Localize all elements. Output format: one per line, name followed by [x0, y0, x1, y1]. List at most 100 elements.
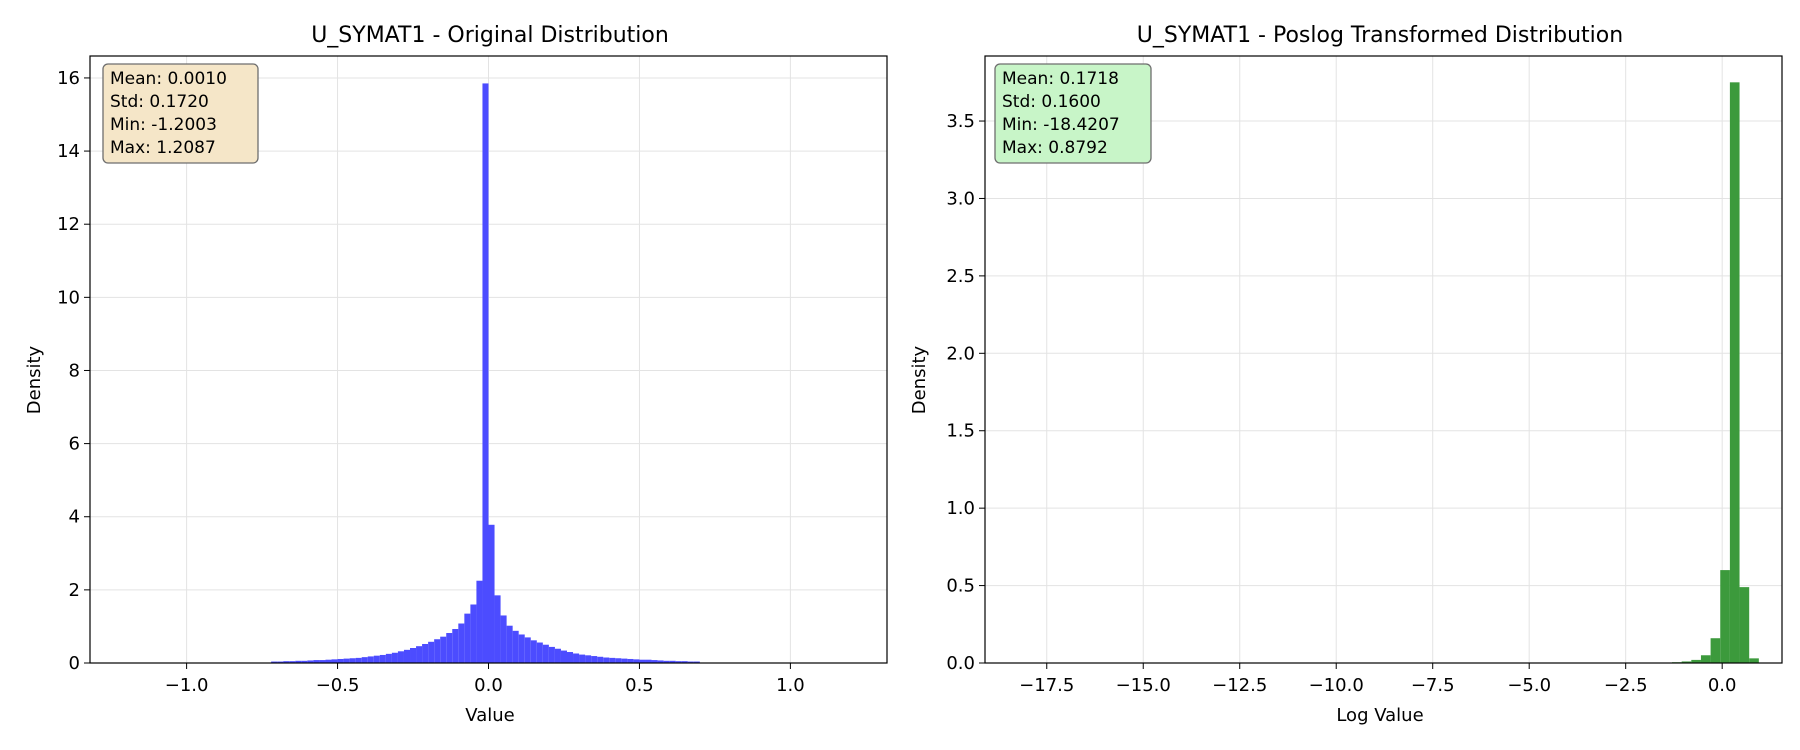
histogram-bar	[1710, 638, 1721, 663]
y-tick-label: 3.5	[946, 111, 975, 132]
stat-std: Std: 0.1600	[1002, 92, 1101, 112]
histogram-bar	[319, 660, 326, 663]
histogram-bar	[609, 657, 616, 663]
stat-max: Max: 1.2087	[110, 138, 216, 158]
histogram-bar	[639, 659, 646, 663]
histogram-bar	[500, 615, 507, 663]
histogram-bar	[391, 652, 398, 663]
histogram-bar	[1691, 659, 1701, 663]
histogram-bar	[591, 656, 598, 663]
x-tick-label: −1.0	[165, 675, 209, 696]
histogram-bar	[428, 641, 435, 663]
histogram-bar	[524, 637, 531, 663]
histogram-bar	[657, 660, 664, 663]
y-tick-label: 4	[69, 507, 80, 528]
histogram-bar	[1729, 82, 1740, 664]
histogram-bar	[1739, 587, 1750, 663]
histogram-bar	[397, 651, 404, 663]
y-tick-label: 1.0	[946, 498, 975, 519]
stat-mean: Mean: 0.1718	[1002, 69, 1119, 89]
x-tick-label: −17.5	[1019, 675, 1074, 696]
stat-std: Std: 0.1720	[110, 92, 209, 112]
histogram-bar	[687, 661, 694, 663]
y-tick-label: 0.0	[946, 653, 975, 674]
histogram-bar	[373, 655, 380, 663]
histogram-bar	[295, 660, 302, 663]
histogram-bar	[422, 643, 429, 663]
y-tick-label: 0.5	[946, 576, 975, 597]
y-tick-label: 2.5	[946, 266, 975, 287]
histogram-bar	[452, 628, 459, 663]
histogram-bar	[573, 653, 580, 663]
stat-min: Min: -18.4207	[1002, 115, 1120, 135]
y-ticks: 0.0 0.5 1.0 1.5 2.0 2.5 3.0 3.5	[946, 111, 985, 674]
histogram-bar	[512, 630, 519, 663]
x-tick-label: −5.0	[1507, 675, 1551, 696]
histogram-bar	[385, 653, 392, 663]
x-tick-label: 0.0	[474, 675, 503, 696]
histogram-bar	[440, 636, 447, 663]
histogram-bar	[446, 633, 453, 663]
y-tick-label: 14	[57, 141, 80, 162]
y-tick-label: 1.5	[946, 421, 975, 442]
histogram-bar	[482, 83, 489, 664]
y-tick-label: 2	[69, 580, 80, 601]
y-tick-label: 12	[57, 214, 80, 235]
histogram-bar	[470, 604, 477, 663]
x-tick-label: 1.0	[776, 675, 805, 696]
x-ticks: −17.5 −15.0 −12.5 −10.0 −7.5 −5.0 −2.5 0.0	[1019, 663, 1736, 696]
histogram-bar	[313, 660, 320, 663]
histogram-bar	[530, 640, 537, 663]
histogram-bar	[1749, 658, 1759, 663]
histogram-bar	[271, 661, 278, 663]
stats-box-background	[102, 63, 259, 164]
histogram-bar	[325, 659, 332, 663]
histogram-bar	[277, 661, 284, 663]
x-axis-label: Log Value	[1336, 705, 1423, 726]
chart-poslog: U_SYMAT1 - Poslog Transformed Distributi…	[909, 23, 1783, 726]
x-tick-label: −10.0	[1309, 675, 1364, 696]
chart-title: U_SYMAT1 - Original Distribution	[311, 23, 669, 48]
histogram-bar	[1720, 570, 1730, 663]
histogram-bar	[379, 654, 386, 663]
histogram-bar	[355, 657, 362, 663]
histogram-bar	[301, 660, 308, 663]
histogram-bar	[488, 524, 495, 663]
histogram-bar	[542, 644, 549, 663]
chart-title: U_SYMAT1 - Poslog Transformed Distributi…	[1137, 23, 1623, 48]
x-ticks: −1.0 −0.5 0.0 0.5 1.0	[165, 663, 805, 696]
histogram-bar	[675, 661, 682, 663]
histogram-bar	[506, 625, 513, 663]
histogram-bar	[585, 655, 592, 663]
y-tick-label: 3.0	[946, 188, 975, 209]
histogram-bar	[536, 642, 543, 663]
y-tick-label: 8	[69, 360, 80, 381]
histogram-bar	[621, 658, 628, 663]
histogram-bar	[579, 654, 586, 663]
histogram-bar	[337, 658, 344, 663]
y-tick-label: 6	[69, 434, 80, 455]
histogram-bar	[361, 657, 368, 663]
histogram-bar	[410, 648, 417, 663]
x-tick-label: −0.5	[316, 675, 360, 696]
histogram-bar	[283, 661, 290, 663]
x-axis-label: Value	[465, 705, 514, 726]
histogram-bar	[603, 657, 610, 663]
histogram-bar	[403, 649, 411, 663]
y-ticks: 0 2 4 6 8 10 12 14 16	[57, 68, 90, 674]
histogram-bar	[518, 634, 525, 663]
stat-min: Min: -1.2003	[110, 115, 217, 135]
stats-box-background	[994, 63, 1152, 164]
histogram-bar	[1681, 661, 1692, 663]
histogram-bar	[651, 660, 658, 663]
stats-box: Mean: 0.0010 Std: 0.1720 Min: -1.2003 Ma…	[102, 63, 259, 164]
histogram-bar	[681, 661, 688, 663]
y-tick-label: 2.0	[946, 343, 975, 364]
histogram-bar	[645, 659, 652, 663]
histogram-bar	[548, 646, 555, 663]
x-tick-label: 0.5	[625, 675, 654, 696]
histogram-bars	[271, 83, 700, 664]
histogram-bar	[627, 658, 634, 663]
histogram-bar	[663, 660, 670, 663]
